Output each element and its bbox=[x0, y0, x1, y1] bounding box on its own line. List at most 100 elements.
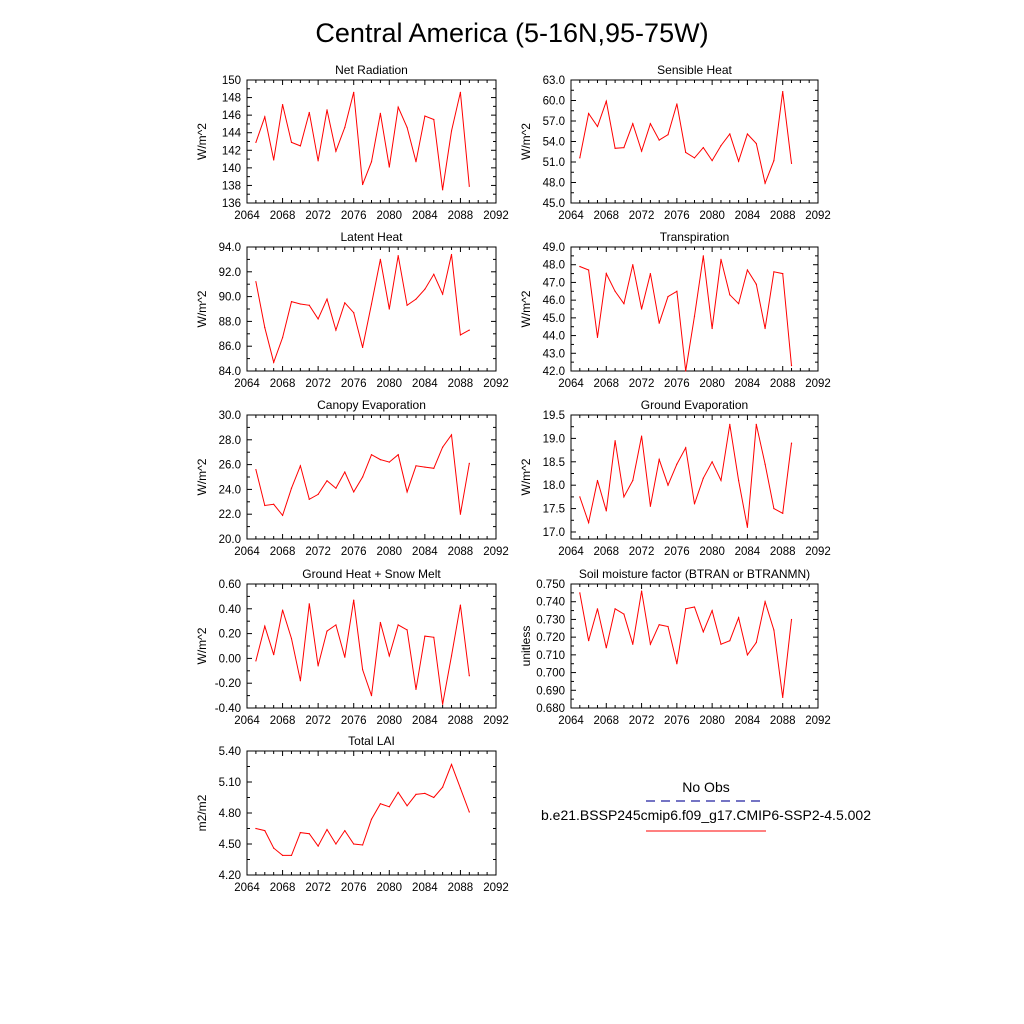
data-point bbox=[353, 491, 355, 493]
data-point bbox=[370, 454, 373, 456]
x-tick-label: 2080 bbox=[376, 378, 402, 390]
y-tick-label: 18.0 bbox=[543, 480, 565, 492]
data-point bbox=[579, 592, 581, 594]
data-point bbox=[299, 465, 301, 467]
data-point bbox=[353, 91, 355, 93]
data-point bbox=[711, 461, 713, 463]
data-point bbox=[579, 265, 581, 268]
data-point bbox=[362, 844, 364, 846]
x-tick-label: 2084 bbox=[735, 546, 761, 558]
y-tick-label: 4.50 bbox=[219, 839, 241, 851]
data-point bbox=[649, 123, 651, 125]
x-tick-label: 2088 bbox=[770, 210, 796, 222]
x-tick-label: 2084 bbox=[735, 378, 761, 390]
x-tick-label: 2076 bbox=[341, 210, 367, 222]
data-point bbox=[388, 806, 390, 808]
data-point bbox=[370, 695, 373, 697]
data-point bbox=[685, 608, 687, 610]
data-point bbox=[459, 334, 462, 336]
y-tick-label: 0.730 bbox=[536, 614, 565, 626]
data-point bbox=[711, 160, 713, 162]
x-tick-label: 2084 bbox=[735, 715, 761, 727]
x-tick-label: 2092 bbox=[483, 378, 509, 390]
y-axis-label-canopy-evaporation: W/m^2 bbox=[195, 458, 209, 495]
y-tick-label: 45.0 bbox=[543, 198, 565, 210]
y-tick-label: 0.720 bbox=[536, 632, 565, 644]
data-point bbox=[290, 854, 293, 856]
x-tick-label: 2080 bbox=[376, 715, 402, 727]
y-tick-label: 20.0 bbox=[219, 534, 241, 546]
x-tick-label: 2076 bbox=[664, 715, 690, 727]
data-point bbox=[790, 162, 793, 164]
x-tick-label: 2064 bbox=[234, 715, 260, 727]
y-tick-label: 54.0 bbox=[543, 137, 565, 149]
y-tick-label: 48.0 bbox=[543, 260, 565, 272]
data-point bbox=[596, 125, 599, 128]
x-tick-label: 2064 bbox=[558, 378, 584, 390]
data-point bbox=[596, 479, 599, 482]
data-point bbox=[353, 843, 355, 845]
data-point bbox=[255, 281, 257, 283]
data-point bbox=[388, 461, 390, 463]
x-tick-label: 2072 bbox=[305, 715, 331, 727]
data-point bbox=[308, 603, 310, 605]
data-point bbox=[281, 609, 284, 611]
data-point bbox=[640, 435, 643, 437]
y-axis-label-soil-moisture-factor-btran-or-btranmn: unitless bbox=[519, 626, 533, 667]
data-point bbox=[424, 635, 426, 637]
data-point bbox=[738, 617, 740, 619]
y-tick-label: 84.0 bbox=[219, 366, 241, 378]
y-tick-label: 4.80 bbox=[219, 808, 241, 820]
data-point bbox=[290, 141, 293, 143]
y-tick-label: 146 bbox=[222, 110, 241, 122]
data-point bbox=[308, 498, 310, 500]
data-point bbox=[640, 590, 643, 592]
data-point bbox=[468, 185, 470, 187]
data-point bbox=[397, 624, 399, 626]
data-point bbox=[290, 300, 293, 303]
panel-title-ground-evaporation: Ground Evaporation bbox=[641, 398, 748, 412]
x-tick-label: 2068 bbox=[270, 210, 296, 222]
x-tick-label: 2088 bbox=[770, 715, 796, 727]
data-point bbox=[406, 491, 408, 493]
y-tick-label: 46.0 bbox=[543, 295, 565, 307]
data-point bbox=[588, 522, 590, 524]
data-point bbox=[693, 157, 696, 159]
data-point bbox=[468, 462, 470, 464]
legend: No Obs b.e21.BSSP245cmip6.f09_g17.CMIP6-… bbox=[541, 779, 871, 832]
data-point bbox=[299, 832, 301, 834]
data-point bbox=[344, 471, 346, 473]
x-tick-label: 2064 bbox=[558, 546, 584, 558]
data-point bbox=[255, 468, 257, 471]
y-tick-label: 26.0 bbox=[219, 460, 241, 472]
data-point bbox=[264, 116, 266, 118]
y-tick-label: 0.20 bbox=[219, 629, 241, 641]
data-point bbox=[326, 828, 328, 831]
data-point bbox=[442, 189, 444, 191]
x-tick-label: 2064 bbox=[234, 210, 260, 222]
data-point bbox=[281, 336, 284, 339]
y-tick-label: 90.0 bbox=[219, 292, 241, 304]
y-tick-label: 22.0 bbox=[219, 509, 241, 521]
y-tick-label: -0.40 bbox=[215, 703, 241, 715]
data-point bbox=[335, 329, 337, 331]
data-point bbox=[632, 479, 634, 482]
y-tick-label: 44.0 bbox=[543, 331, 565, 343]
data-point bbox=[764, 182, 766, 184]
panel-ground-evaporation: 2064 2068 2072 2076 2080 2084 2088 2092 17.0 17.5… bbox=[519, 398, 831, 558]
data-point bbox=[738, 160, 740, 162]
data-point bbox=[720, 145, 722, 147]
x-tick-label: 2092 bbox=[805, 715, 831, 727]
x-tick-label: 2076 bbox=[341, 378, 367, 390]
data-point bbox=[720, 479, 722, 482]
y-tick-label: 17.5 bbox=[543, 504, 565, 516]
x-tick-label: 2080 bbox=[699, 546, 725, 558]
x-tick-label: 2084 bbox=[412, 210, 438, 222]
data-point bbox=[397, 106, 399, 108]
x-tick-label: 2084 bbox=[412, 882, 438, 894]
data-point bbox=[388, 655, 390, 657]
panel-title-sensible-heat: Sensible Heat bbox=[657, 63, 732, 77]
data-point bbox=[702, 147, 704, 149]
data-point bbox=[379, 459, 381, 461]
